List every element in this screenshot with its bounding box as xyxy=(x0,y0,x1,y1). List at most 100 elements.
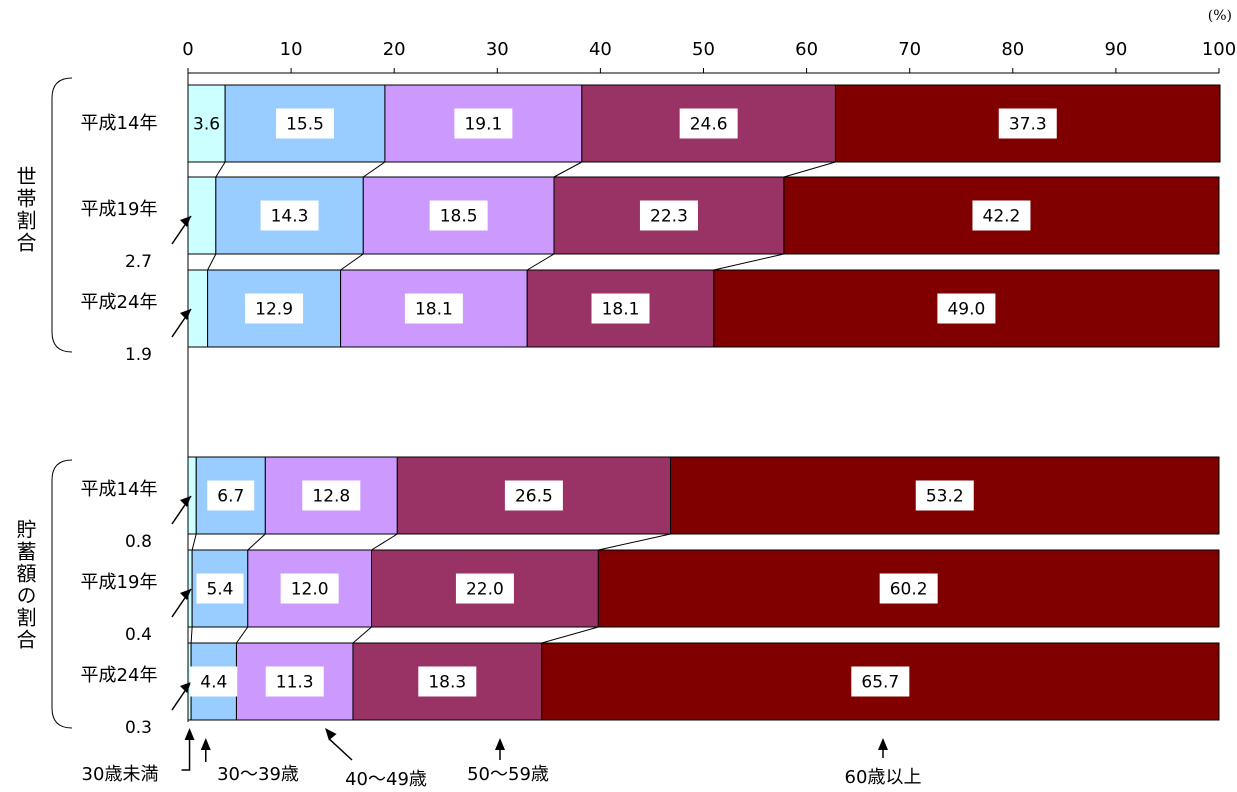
data-label-box xyxy=(915,480,974,511)
x-tick-label: 20 xyxy=(383,39,406,60)
label-pointer-head xyxy=(180,216,191,227)
segment-connector xyxy=(207,253,217,271)
row-label: 平成24年 xyxy=(81,292,158,313)
x-tick-label: 0 xyxy=(182,39,193,60)
data-label-box xyxy=(639,200,698,231)
data-label: 0.8 xyxy=(125,532,152,552)
data-label: 3.6 xyxy=(193,115,220,135)
legend-pointer xyxy=(181,740,191,771)
data-label: 18.1 xyxy=(602,300,640,320)
data-label: 49.0 xyxy=(947,300,985,320)
segment-connector xyxy=(247,533,266,551)
label-pointer-head xyxy=(180,682,191,693)
data-label-box xyxy=(418,666,477,697)
data-label-box xyxy=(196,573,244,604)
segment-connector xyxy=(362,161,386,178)
data-label-box xyxy=(276,108,335,139)
legend-label: 40～49歳 xyxy=(345,769,427,790)
segment-connector xyxy=(783,161,836,178)
bar-segment xyxy=(187,269,209,348)
row-label: 平成19年 xyxy=(81,199,158,220)
data-label: 18.5 xyxy=(440,207,478,227)
group-label: 世帯割合 xyxy=(13,166,37,254)
data-label: 2.7 xyxy=(125,252,152,272)
x-tick-label: 100 xyxy=(1202,39,1236,60)
data-label-box xyxy=(260,200,319,231)
bars xyxy=(187,84,1221,721)
segment-connector xyxy=(190,626,193,644)
data-label: 12.8 xyxy=(312,487,350,507)
legend: 30歳未満 30～39歳 40～49歳 50～59歳 60歳以上 xyxy=(82,728,922,790)
segment-connector xyxy=(215,161,226,178)
data-label-box xyxy=(679,108,738,139)
data-label-box xyxy=(190,666,238,697)
data-label-box xyxy=(280,573,339,604)
data-label: 24.6 xyxy=(690,115,728,135)
data-label: 53.2 xyxy=(926,487,964,507)
x-tick-label: 80 xyxy=(1001,39,1024,60)
x-tick-label: 60 xyxy=(795,39,818,60)
data-label-box xyxy=(851,666,910,697)
legend-pointer-head xyxy=(878,738,888,750)
bar-segment xyxy=(187,456,197,535)
data-label: 18.1 xyxy=(415,300,453,320)
segment-connector xyxy=(352,626,372,644)
data-label: 5.4 xyxy=(206,580,233,600)
segment-connector xyxy=(340,253,364,271)
data-label: 11.3 xyxy=(276,673,314,693)
data-label: 0.3 xyxy=(125,718,152,738)
row-label: 平成24年 xyxy=(81,665,158,686)
data-label-box xyxy=(455,573,514,604)
segment-connector xyxy=(526,253,555,271)
data-label-box xyxy=(454,108,513,139)
x-tick-label: 70 xyxy=(898,39,921,60)
legend-label: 30歳未満 xyxy=(82,764,159,785)
data-label: 14.3 xyxy=(271,207,309,227)
segment-connector xyxy=(191,533,197,551)
segment-connector xyxy=(371,533,398,551)
data-label-box xyxy=(245,293,304,324)
data-label-box xyxy=(265,666,324,697)
legend-label: 30～39歳 xyxy=(217,764,299,785)
data-label-box xyxy=(591,293,650,324)
legend-pointer xyxy=(328,738,353,761)
row-label: 平成19年 xyxy=(81,572,158,593)
segment-connector xyxy=(713,253,785,271)
segment-connector xyxy=(598,533,671,551)
data-label: 18.3 xyxy=(428,673,466,693)
legend-pointer-head xyxy=(495,738,505,750)
row-label: 平成14年 xyxy=(81,113,158,134)
data-label: 15.5 xyxy=(286,115,324,135)
data-label-box xyxy=(207,480,255,511)
data-label-box xyxy=(998,108,1057,139)
bar-segment xyxy=(187,549,193,628)
data-label-box xyxy=(937,293,996,324)
data-label: 12.9 xyxy=(255,300,293,320)
legend-pointer-head xyxy=(200,738,211,750)
data-label: 1.9 xyxy=(125,345,152,365)
data-label-box xyxy=(972,200,1031,231)
x-tick-label: 90 xyxy=(1104,39,1127,60)
label-pointer-head xyxy=(180,309,191,320)
data-label-box xyxy=(404,293,463,324)
legend-label: 50～59歳 xyxy=(467,764,549,785)
legend-label: 60歳以上 xyxy=(845,767,922,788)
data-label: 6.7 xyxy=(217,487,244,507)
x-tick-label: 40 xyxy=(589,39,612,60)
x-axis: 0 10 20 30 40 50 60 70 80 90 100 xyxy=(182,39,1236,722)
group-label: 貯蓄額の割合 xyxy=(13,519,37,651)
data-label-box xyxy=(879,573,938,604)
data-label: 26.5 xyxy=(515,487,553,507)
data-label: 19.1 xyxy=(464,115,502,135)
group-bracket xyxy=(51,459,73,729)
data-label-box xyxy=(429,200,488,231)
data-label-box xyxy=(302,480,361,511)
data-label: 37.3 xyxy=(1009,115,1047,135)
unit-label: (%) xyxy=(1208,8,1232,24)
data-label: 22.3 xyxy=(650,207,688,227)
legend-pointer-head xyxy=(325,728,337,741)
data-label: 12.0 xyxy=(291,580,329,600)
data-label: 65.7 xyxy=(861,673,899,693)
